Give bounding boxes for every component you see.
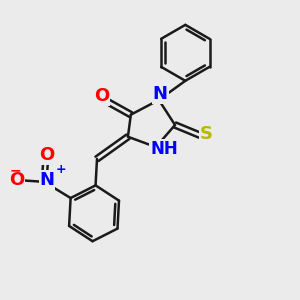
Text: −: − bbox=[10, 163, 21, 177]
Text: S: S bbox=[200, 125, 213, 143]
Text: +: + bbox=[55, 163, 66, 176]
Text: N: N bbox=[40, 171, 55, 189]
Text: O: O bbox=[94, 87, 109, 105]
Text: O: O bbox=[39, 146, 55, 164]
Text: O: O bbox=[9, 171, 24, 189]
Text: NH: NH bbox=[150, 140, 178, 158]
Text: N: N bbox=[153, 85, 168, 103]
